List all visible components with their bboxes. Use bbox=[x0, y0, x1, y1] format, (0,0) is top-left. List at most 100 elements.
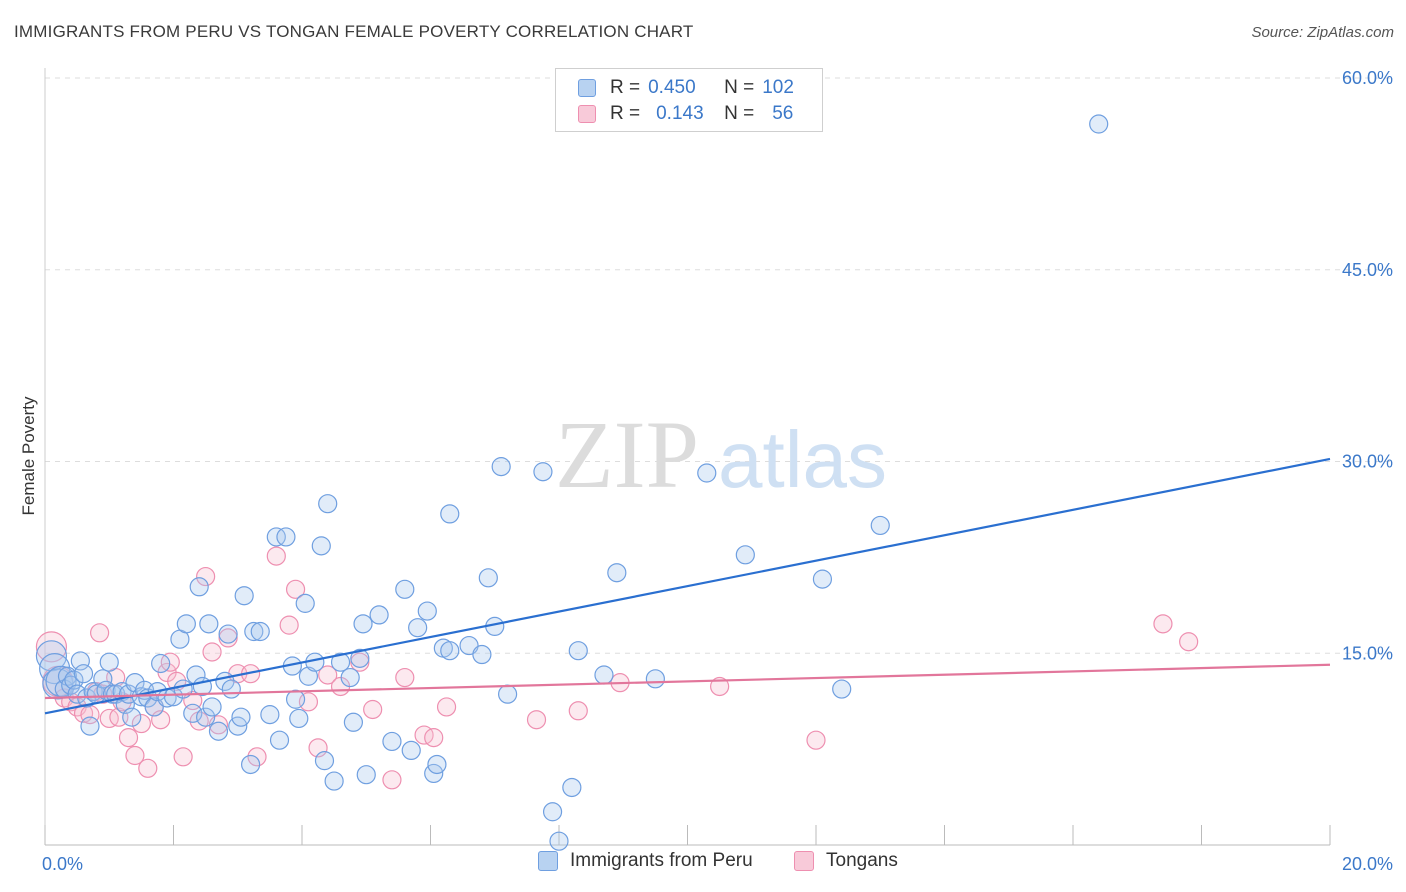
x-tick-label: 0.0% bbox=[42, 854, 83, 874]
peru-point bbox=[350, 648, 370, 668]
y-tick-label: 30.0% bbox=[1342, 452, 1393, 472]
legend-r-value: 0.143 bbox=[656, 103, 704, 124]
peru-point bbox=[298, 666, 319, 686]
peru-point bbox=[440, 641, 460, 661]
peru-point bbox=[870, 515, 890, 536]
peru-point bbox=[208, 721, 229, 741]
peru-point bbox=[533, 462, 553, 482]
peru-point bbox=[64, 670, 84, 690]
peru-point bbox=[295, 593, 315, 613]
peru-point bbox=[45, 665, 77, 697]
peru-point bbox=[196, 707, 216, 727]
peru-point bbox=[269, 730, 290, 750]
y-tick-label: 45.0% bbox=[1342, 260, 1393, 280]
legend-r-label: R = bbox=[610, 103, 641, 124]
tongans-point bbox=[173, 747, 193, 767]
peru-point bbox=[231, 707, 251, 727]
peru-point bbox=[440, 504, 460, 524]
peru-point bbox=[417, 601, 437, 621]
chart-title: IMMIGRANTS FROM PERU VS TONGAN FEMALE PO… bbox=[14, 22, 694, 41]
peru-point bbox=[427, 754, 447, 775]
peru-point bbox=[478, 568, 498, 588]
tongans-point bbox=[568, 701, 588, 721]
peru-point bbox=[289, 708, 309, 729]
watermark-atlas: atlas bbox=[718, 415, 887, 504]
peru-point bbox=[122, 707, 142, 727]
peru-point bbox=[234, 586, 254, 606]
peru-point bbox=[812, 569, 833, 589]
peru-point bbox=[285, 689, 306, 709]
peru-point bbox=[266, 527, 286, 547]
tongans-point bbox=[395, 667, 415, 688]
peru-point bbox=[318, 494, 338, 514]
peru-point bbox=[408, 618, 428, 638]
bottom-legend-tongans: Tongans bbox=[794, 850, 898, 872]
watermark-zip: ZIP bbox=[555, 401, 699, 508]
peru-point bbox=[491, 457, 511, 477]
tongans-point bbox=[363, 699, 383, 720]
peru-point bbox=[70, 651, 90, 671]
trend-lines bbox=[44, 457, 1331, 715]
peru-points bbox=[35, 114, 1109, 851]
legend-r-value: 0.450 bbox=[648, 77, 696, 98]
peru-point bbox=[735, 545, 755, 565]
y-tick-label: 60.0% bbox=[1342, 68, 1393, 88]
tongans-point bbox=[424, 728, 444, 748]
peru-point bbox=[568, 641, 588, 661]
peru-point bbox=[199, 614, 219, 634]
tongans-point bbox=[436, 697, 457, 717]
tongans-point bbox=[160, 652, 180, 672]
tongans-point bbox=[526, 710, 547, 730]
peru-point bbox=[472, 644, 492, 665]
peru-point bbox=[189, 577, 209, 597]
legend-n-value: 56 bbox=[772, 103, 794, 124]
peru-point bbox=[1089, 114, 1109, 134]
bottom-legend: Immigrants from Peru Tongans bbox=[0, 850, 1406, 878]
peru-point bbox=[542, 802, 563, 822]
peru-point bbox=[314, 751, 335, 771]
peru-point bbox=[202, 697, 222, 717]
gridlines bbox=[45, 77, 1390, 654]
tongans-point bbox=[285, 579, 306, 599]
tongans-point bbox=[710, 676, 730, 697]
peru-point bbox=[697, 463, 717, 483]
tongans-point bbox=[99, 708, 119, 729]
peru-point bbox=[221, 679, 241, 699]
tongans-point bbox=[1179, 632, 1199, 652]
peru-point bbox=[343, 712, 363, 732]
peru-point bbox=[395, 579, 415, 599]
legend-swatch-tongans bbox=[578, 105, 596, 123]
bottom-legend-label-tongans: Tongans bbox=[826, 850, 898, 871]
y-axis-label: Female Poverty bbox=[19, 396, 38, 516]
peru-point bbox=[67, 684, 87, 704]
peru-point bbox=[93, 669, 113, 689]
peru-point bbox=[151, 653, 171, 674]
axes bbox=[44, 68, 1331, 846]
peru-point bbox=[241, 754, 261, 775]
tongans-trend-line bbox=[44, 663, 1331, 700]
peru-point bbox=[244, 621, 264, 642]
peru-point bbox=[401, 740, 421, 761]
peru-point bbox=[73, 664, 94, 684]
peru-point bbox=[125, 673, 145, 693]
legend-n-label: N = bbox=[724, 103, 755, 124]
chart-source: Source: ZipAtlas.com bbox=[1251, 24, 1394, 41]
tongans-point bbox=[247, 747, 267, 767]
peru-point bbox=[645, 669, 665, 689]
tick-labels: 15.0% 30.0% 45.0% 60.0% 0.0% 20.0% bbox=[42, 68, 1393, 874]
peru-point bbox=[594, 665, 614, 685]
peru-point bbox=[260, 705, 280, 725]
peru-point bbox=[183, 703, 203, 723]
y-tick-label: 15.0% bbox=[1342, 643, 1393, 663]
tongans-point bbox=[266, 546, 286, 566]
watermark: ZIP atlas bbox=[555, 401, 887, 508]
peru-point bbox=[382, 731, 402, 752]
peru-point bbox=[356, 765, 376, 785]
tongans-points bbox=[35, 546, 1199, 790]
peru-point bbox=[80, 716, 100, 736]
tongans-point bbox=[806, 730, 826, 750]
tongans-point bbox=[196, 566, 216, 587]
peru-trend-line bbox=[44, 457, 1331, 715]
legend-r-label: R = bbox=[610, 77, 641, 98]
